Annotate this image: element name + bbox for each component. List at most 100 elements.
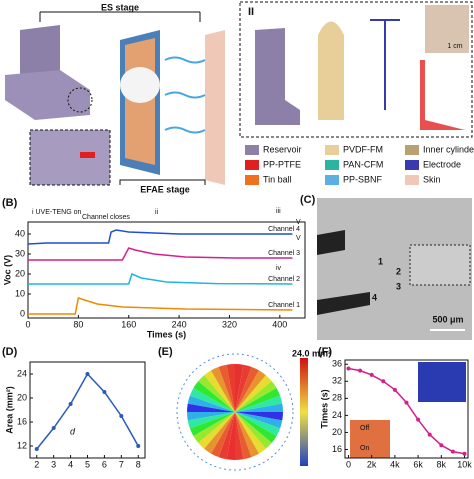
wedge <box>204 370 235 412</box>
point <box>102 390 107 394</box>
x-axis-label: Times (s) <box>147 329 186 339</box>
legend-swatch <box>405 160 419 170</box>
legend-label: PVDF-FM <box>343 144 383 154</box>
wedge <box>193 412 235 443</box>
legend-label: Inner cylinder <box>423 144 474 154</box>
legend-label: Tin ball <box>263 174 292 184</box>
point <box>381 379 386 384</box>
point <box>34 447 39 451</box>
line <box>28 297 293 315</box>
point <box>427 432 432 437</box>
wedge <box>235 366 259 412</box>
wedge <box>187 412 235 421</box>
scale-label: 1 cm <box>447 43 462 50</box>
wedge <box>235 388 281 412</box>
y-tick-label: 20 <box>332 427 342 437</box>
wedge <box>226 412 235 460</box>
point <box>439 443 444 448</box>
electrode-tip <box>317 292 370 315</box>
series-label: Channel 4 <box>268 226 300 233</box>
wedge <box>189 388 235 412</box>
panel-label: (D) <box>2 346 18 358</box>
y-tick-label: 40 <box>15 228 25 238</box>
cloud <box>120 67 160 103</box>
reservoir <box>255 28 300 125</box>
y-tick-label: 10 <box>15 288 25 298</box>
y-tick-label: 16 <box>332 444 342 454</box>
x-tick-label: 2k <box>367 459 377 469</box>
wedge <box>218 364 235 412</box>
wedge <box>198 412 235 449</box>
x-tick-label: 8k <box>437 459 447 469</box>
scale-label: 500 μm <box>432 314 463 324</box>
annotation: Channel closes <box>82 214 130 221</box>
point <box>68 402 73 406</box>
point <box>51 426 56 430</box>
x-tick-label: 3 <box>51 459 56 469</box>
wedge <box>235 395 283 412</box>
polar-map <box>176 353 294 471</box>
series-label: Channel 2 <box>268 276 300 283</box>
point <box>358 368 363 373</box>
plot-frame <box>29 361 146 459</box>
annotation: iii <box>276 208 281 215</box>
line <box>28 272 293 285</box>
bracket <box>119 179 206 185</box>
electrode-tip <box>317 230 345 255</box>
annotation: On <box>360 445 369 452</box>
panel-label: (E) <box>158 346 173 358</box>
panel-label: (B) <box>2 197 18 209</box>
y-axis-label: Area (mm²) <box>4 386 14 434</box>
inset-map <box>418 362 466 402</box>
panel-label: (F) <box>318 346 332 358</box>
x-tick-label: 0 <box>25 319 30 329</box>
x-tick-label: 80 <box>73 319 83 329</box>
tin-ball <box>80 152 95 158</box>
wedge <box>235 412 266 454</box>
wedge <box>189 412 235 436</box>
ring <box>176 353 294 471</box>
line <box>27 229 293 245</box>
bracket <box>39 11 201 22</box>
y-tick-label: 20 <box>17 392 27 402</box>
y-axis-label: Voc (V) <box>2 255 12 285</box>
wedge <box>187 403 235 412</box>
wedge <box>198 375 235 412</box>
point <box>450 449 455 454</box>
wedge <box>235 412 272 449</box>
reservoir-base <box>5 70 90 120</box>
wedge <box>235 412 244 460</box>
legend-swatch <box>325 145 339 155</box>
legend-label: PP-SBNF <box>343 174 383 184</box>
wedge <box>218 412 235 460</box>
y-tick-label: 16 <box>17 416 27 426</box>
x-tick-label: 2 <box>34 459 39 469</box>
x-tick-label: 8 <box>136 459 141 469</box>
x-tick-label: 4k <box>390 459 400 469</box>
zoom-box <box>29 129 111 186</box>
x-tick-label: 10k <box>457 459 472 469</box>
legend-swatch <box>325 160 339 170</box>
x-tick-label: 6k <box>413 459 423 469</box>
inset-photo <box>350 420 390 458</box>
annotation: d <box>70 426 76 436</box>
legend-swatch <box>405 145 419 155</box>
pp-ptfe <box>420 60 465 130</box>
x-tick-label: 160 <box>121 319 136 329</box>
y-tick-label: 20 <box>15 268 25 278</box>
legend-label: PP-PTFE <box>263 159 301 169</box>
photo <box>425 5 469 53</box>
panel-box <box>239 1 473 138</box>
wedge <box>187 412 235 429</box>
x-tick-label: 6 <box>102 459 107 469</box>
x-tick-label: 4 <box>68 459 73 469</box>
pvdf-fm <box>318 21 344 120</box>
wedge <box>235 412 281 436</box>
wedge <box>204 412 235 454</box>
wedge <box>235 364 252 412</box>
y-tick-label: 24 <box>332 410 342 420</box>
line <box>28 247 293 261</box>
x-tick-label: 400 <box>272 319 287 329</box>
wedge <box>235 370 266 412</box>
